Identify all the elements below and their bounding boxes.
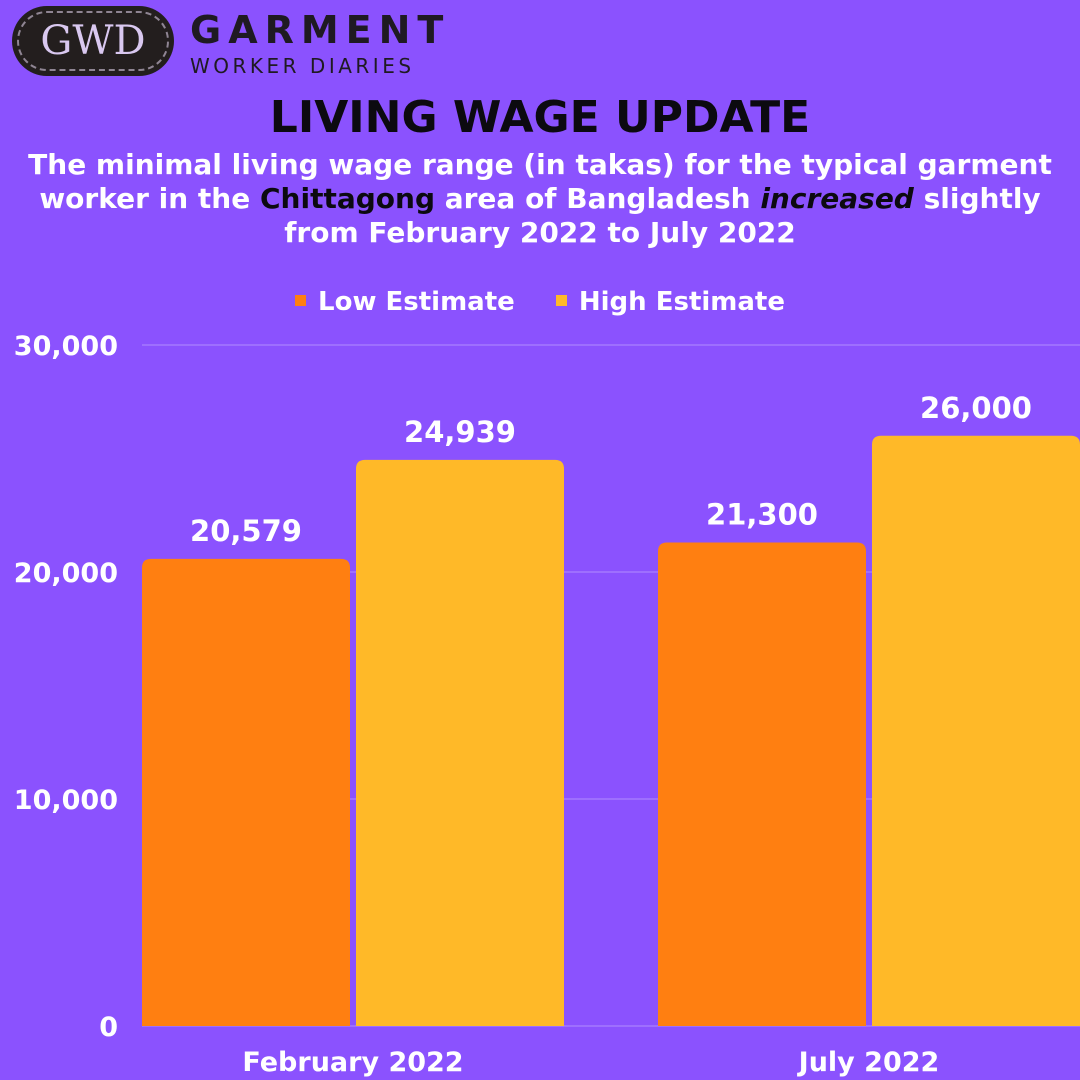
logo-name: GARMENT: [190, 8, 451, 52]
x-category-label: February 2022: [242, 1047, 463, 1078]
subtitle-text-2: area of Bangladesh: [434, 182, 761, 215]
y-tick-label: 20,000: [14, 558, 118, 589]
y-tick-label: 0: [99, 1012, 118, 1043]
subtitle-text-3: slightly from February 2022 to July 2022: [284, 182, 1041, 249]
subtitle-text-1: The minimal living wage range (in takas)…: [28, 148, 1052, 215]
chart-legend: Low Estimate High Estimate: [0, 284, 1080, 320]
subtitle-highlight: Chittagong: [259, 182, 435, 215]
y-tick-label: 10,000: [14, 785, 118, 816]
legend-swatch-high: [555, 295, 567, 306]
x-category-label: July 2022: [797, 1047, 940, 1078]
bar: [356, 459, 564, 1026]
page-title: LIVING WAGE UPDATE: [269, 92, 811, 143]
y-tick-label: 30,000: [14, 331, 118, 362]
subtitle-emphasis: increased: [760, 182, 914, 215]
legend-label-high: High Estimate: [578, 287, 785, 317]
data-label: 20,579: [190, 514, 302, 548]
data-label: 24,939: [404, 415, 516, 449]
bar: [872, 435, 1080, 1026]
data-label: 21,300: [706, 497, 818, 531]
legend-item-low: Low Estimate: [295, 284, 515, 320]
bar: [658, 542, 866, 1026]
logo: GWD GARMENT WORKER DIARIES: [12, 6, 443, 78]
legend-item-high: High Estimate: [555, 284, 785, 320]
logo-subtitle: WORKER DIARIES: [190, 54, 415, 78]
data-label: 26,000: [920, 391, 1032, 425]
logo-badge: [12, 6, 174, 76]
bar: [142, 558, 350, 1026]
legend-swatch-low: [295, 295, 307, 306]
logo-abbreviation: GWD: [40, 18, 146, 64]
page-subtitle: The minimal living wage range (in takas)…: [20, 148, 1060, 250]
legend-label-low: Low Estimate: [318, 287, 515, 317]
